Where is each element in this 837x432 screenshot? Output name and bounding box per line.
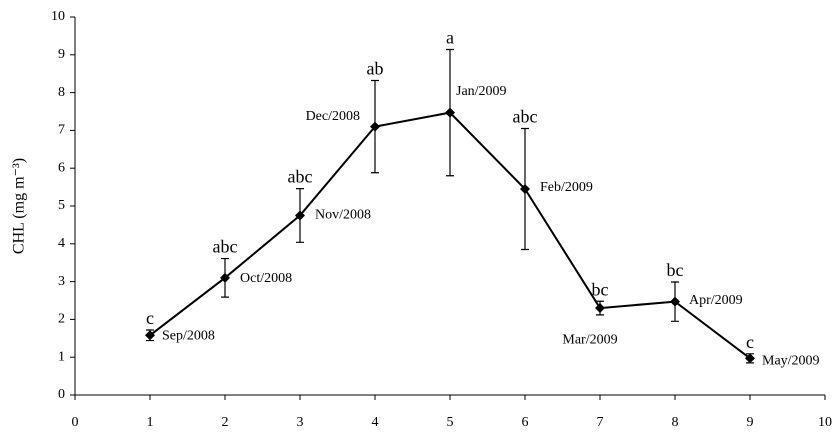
data-point [670,296,680,307]
y-tick-label: 5 [58,198,65,213]
y-tick-label: 2 [58,312,65,327]
data-point [370,121,380,132]
y-tick-label: 9 [58,47,65,62]
significance-letter: bc [592,279,609,299]
significance-letter: a [446,28,454,48]
y-axis-label: CHL (mg m⁻³) [11,158,28,254]
data-point [595,303,605,314]
y-tick-label: 1 [58,349,65,364]
point-label: Sep/2008 [162,328,215,343]
data-point [445,107,455,118]
point-label: May/2009 [762,354,820,369]
x-tick-label: 1 [147,415,154,430]
y-tick-label: 0 [58,387,65,402]
significance-letter: c [746,332,754,352]
significance-letter: ab [367,59,384,79]
point-label: Mar/2009 [562,332,617,347]
x-tick-label: 4 [372,415,379,430]
significance-letter: bc [667,260,684,280]
y-tick-label: 8 [58,85,65,100]
x-tick-label: 9 [747,415,754,430]
x-tick-label: 2 [222,415,229,430]
x-tick-label: 5 [447,415,454,430]
point-label: Oct/2008 [240,271,292,286]
x-tick-label: 8 [672,415,679,430]
y-tick-label: 10 [51,9,65,24]
significance-letter: c [146,308,154,328]
point-label: Dec/2008 [306,109,360,124]
point-label: Apr/2009 [689,293,743,308]
point-label: Jan/2009 [456,84,507,99]
data-point [220,272,230,283]
x-tick-label: 10 [818,415,832,430]
y-tick-label: 7 [58,123,65,138]
data-point [745,353,755,364]
x-tick-label: 3 [297,415,304,430]
y-tick-label: 6 [58,160,65,175]
x-tick-label: 7 [597,415,604,430]
significance-letter: abc [513,107,538,127]
x-tick-label: 6 [522,415,529,430]
y-tick-label: 4 [58,236,65,251]
x-tick-label: 0 [72,415,79,430]
data-point [145,330,155,341]
data-point [520,183,530,194]
data-point [295,210,305,221]
y-tick-label: 3 [58,274,65,289]
significance-letter: abc [213,237,238,257]
significance-letter: abc [288,167,313,187]
point-label: Nov/2008 [315,208,371,223]
point-label: Feb/2009 [540,180,593,195]
